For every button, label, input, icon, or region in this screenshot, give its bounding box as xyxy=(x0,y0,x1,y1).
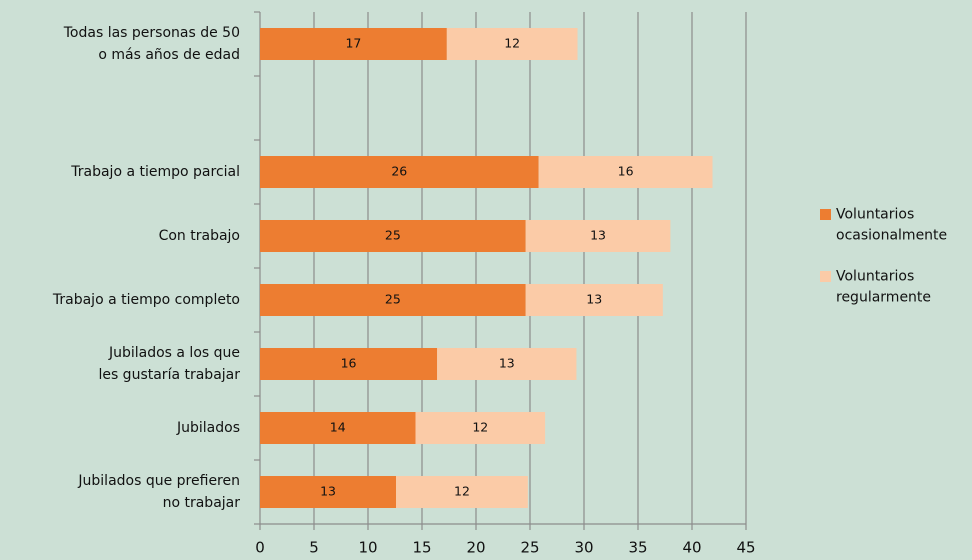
value-label: 26 xyxy=(391,164,407,179)
y-tick-label: Trabajo a tiempo completo xyxy=(52,292,240,308)
value-label: 14 xyxy=(330,420,346,435)
y-tick-label: Jubilados a los que les gustaría trabajar xyxy=(98,345,240,383)
bar xyxy=(415,412,546,444)
value-label: 13 xyxy=(320,484,336,499)
bar xyxy=(260,412,416,444)
bar xyxy=(437,348,577,380)
legend-label: Voluntarios ocasionalmente xyxy=(836,207,947,244)
legend-swatch xyxy=(820,271,831,282)
value-label: 12 xyxy=(454,484,470,499)
value-label: 12 xyxy=(504,36,520,51)
x-tick-label: 25 xyxy=(520,539,539,557)
bar xyxy=(260,220,526,252)
value-label: 25 xyxy=(385,228,401,243)
value-label: 12 xyxy=(472,420,488,435)
bar xyxy=(260,284,526,316)
x-tick-label: 10 xyxy=(358,539,377,557)
value-label: 17 xyxy=(345,36,361,51)
x-tick-label: 35 xyxy=(628,539,647,557)
legend-label: Voluntarios regularmente xyxy=(836,269,931,306)
y-tick-label: Jubilados xyxy=(176,420,240,436)
bar xyxy=(525,284,663,316)
bar xyxy=(525,220,671,252)
x-tick-label: 30 xyxy=(574,539,593,557)
x-tick-label: 40 xyxy=(682,539,701,557)
y-tick-label: Todas las personas de 50 o más años de ed… xyxy=(63,25,240,63)
y-tick-label: Con trabajo xyxy=(159,228,240,244)
x-tick-label: 5 xyxy=(309,539,319,557)
value-label: 13 xyxy=(586,292,602,307)
x-tick-label: 45 xyxy=(736,539,755,557)
value-label: 25 xyxy=(385,292,401,307)
bar xyxy=(260,476,397,508)
value-label: 13 xyxy=(590,228,606,243)
value-label: 16 xyxy=(341,356,357,371)
x-tick-label: 20 xyxy=(466,539,485,557)
bar xyxy=(538,156,713,188)
y-tick-label: Trabajo a tiempo parcial xyxy=(70,164,240,180)
bar xyxy=(260,28,447,60)
bar xyxy=(446,28,578,60)
value-label: 16 xyxy=(618,164,634,179)
x-tick-label: 15 xyxy=(412,539,431,557)
value-label: 13 xyxy=(499,356,515,371)
bar xyxy=(396,476,528,508)
bar xyxy=(260,156,539,188)
y-tick-label: Jubilados que prefieren no trabajar xyxy=(77,473,240,511)
legend-swatch xyxy=(820,209,831,220)
x-tick-label: 0 xyxy=(255,539,265,557)
bar xyxy=(260,348,438,380)
